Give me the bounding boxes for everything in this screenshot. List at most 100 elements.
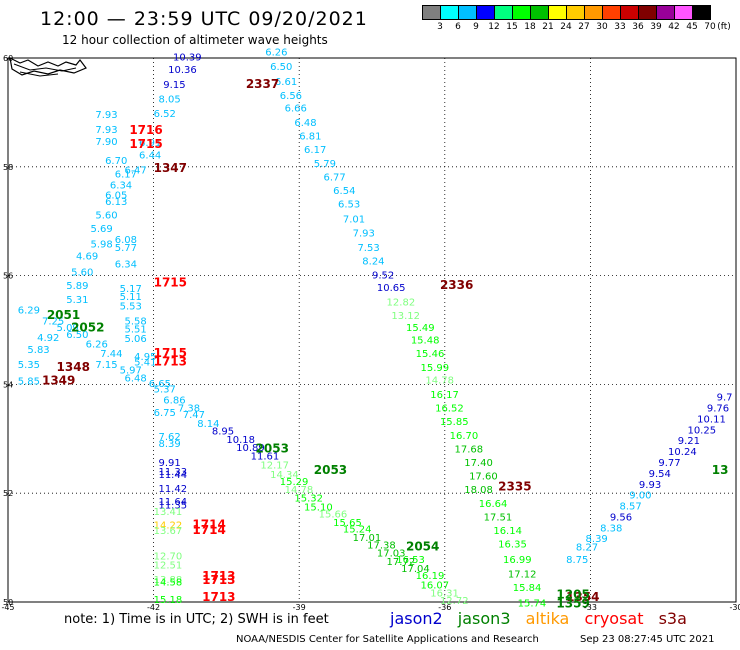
time-label: 1354	[566, 590, 599, 604]
wave-height-value: 7.15	[95, 360, 117, 371]
wave-height-value: 10.39	[173, 53, 202, 64]
wave-height-value: 11.33	[158, 467, 187, 478]
wave-height-value: 16.07	[421, 580, 450, 591]
time-label: 1349	[42, 373, 75, 387]
x-tick-label: -42	[147, 603, 160, 612]
wave-height-value: 16.70	[450, 431, 479, 442]
color-swatch	[422, 5, 441, 20]
wave-height-value: 7.25	[42, 317, 64, 328]
wave-height-value: 6.26	[265, 47, 287, 58]
wave-height-value: 8.39	[158, 439, 180, 450]
wave-height-value: 14.78	[285, 485, 314, 496]
wave-height-value: 5.85	[18, 376, 40, 387]
wave-height-value: 5.58	[124, 317, 146, 328]
wave-height-value: 7.93	[95, 110, 117, 121]
wave-height-value: 17.03	[377, 548, 406, 559]
wave-height-value: 9.00	[629, 491, 651, 502]
wave-height-value: 17.40	[464, 458, 493, 469]
time-label: 2052	[71, 321, 104, 335]
time-label: 1347	[154, 161, 187, 175]
page-subtitle: 12 hour collection of altimeter wave hei…	[62, 33, 328, 47]
wave-height-value: 14.58	[154, 578, 183, 589]
satellite-legend: jason2 jason3 altika cryosat s3a	[390, 609, 697, 628]
wave-height-value: 9.21	[678, 436, 700, 447]
wave-height-value: 11.61	[251, 451, 280, 462]
wave-height-value: 12.82	[387, 298, 416, 309]
color-swatch-label: 45	[686, 22, 698, 32]
wave-height-value: 6.77	[323, 172, 345, 183]
wave-height-value: 12.51	[154, 560, 183, 571]
wave-height-value: 8.75	[566, 555, 588, 566]
wave-height-value: 15.18	[154, 595, 183, 606]
wave-height-value: 7.93	[95, 125, 117, 136]
color-swatch-label: 21	[542, 22, 554, 32]
color-swatch-label: 18	[524, 22, 536, 32]
wave-height-value: 5.09	[57, 323, 79, 334]
wave-height-value: 9.93	[639, 480, 661, 491]
wave-height-value: 16.19	[416, 571, 445, 582]
wave-height-value: 13.41	[154, 507, 183, 518]
y-tick-label: 58	[3, 163, 13, 172]
wave-height-value: 14.78	[425, 375, 454, 386]
wave-height-value: 12.72	[440, 596, 469, 607]
wave-height-value: 17.12	[508, 570, 537, 581]
time-label: 1715	[129, 137, 162, 151]
wave-height-value: 6.66	[285, 103, 307, 114]
color-swatch-label: 24	[560, 22, 572, 32]
time-label: 13	[712, 463, 729, 477]
wave-height-value: 6.17	[304, 145, 326, 156]
color-swatch	[440, 5, 459, 20]
wave-height-value: 6.08	[115, 235, 137, 246]
wave-height-value: 15.85	[440, 417, 469, 428]
y-tick-label: 50	[3, 598, 13, 607]
wave-height-value: 11.64	[158, 497, 187, 508]
wave-height-value: 18.08	[464, 485, 493, 496]
time-labels: 2337171617151347171520512052171517131348…	[42, 77, 728, 611]
time-label: 1713	[202, 569, 235, 583]
wave-height-value: 16.31	[430, 589, 459, 600]
color-swatch	[602, 5, 621, 20]
color-swatch	[584, 5, 603, 20]
legend-jason2: jason2	[390, 609, 443, 628]
color-swatch-label: 6	[455, 22, 461, 32]
wave-height-value: 6.26	[86, 339, 108, 350]
wave-height-value: 5.31	[66, 295, 88, 306]
legend-altika: altika	[525, 609, 570, 628]
color-swatch-label: 70	[704, 22, 716, 32]
wave-height-value: 6.17	[115, 170, 137, 181]
wave-height-value: 17.51	[484, 512, 513, 523]
axis-labels: -45 -42 -39 -36 -33 -30 60 58 56 54 52 50	[1, 54, 740, 612]
wave-height-value: 10.65	[377, 283, 406, 294]
wave-height-value: 17.01	[353, 533, 382, 544]
wave-height-value: 6.47	[124, 165, 146, 176]
wave-height-value: 15.10	[304, 503, 333, 514]
wave-height-value: 5.51	[124, 325, 146, 336]
y-tick-label: 60	[3, 54, 13, 63]
wave-height-value: 9.77	[658, 458, 680, 469]
wave-height-value: 8.95	[212, 426, 234, 437]
time-label: 2053	[314, 463, 347, 477]
wave-height-value: 7.93	[353, 228, 375, 239]
wave-height-value: 6.56	[280, 91, 302, 102]
color-swatch-label: 27	[578, 22, 590, 32]
wave-height-value: 16.52	[435, 404, 464, 415]
wave-height-value: 6.48	[124, 374, 146, 385]
color-swatch	[530, 5, 549, 20]
wave-height-value: 7.47	[183, 410, 205, 421]
wave-height-value: 8.39	[586, 534, 608, 545]
wave-height-value: 10.89	[236, 443, 265, 454]
credit-line: NOAA/NESDIS Center for Satellite Applica…	[236, 634, 539, 645]
x-tick-label: -39	[293, 603, 306, 612]
wave-height-value: 15.84	[513, 583, 542, 594]
wave-height-value: 10.36	[168, 65, 197, 76]
wave-height-value: 6.65	[149, 379, 171, 390]
wave-height-value: 5.79	[314, 159, 336, 170]
wave-height-value: 7.53	[357, 243, 379, 254]
wave-height-value: 6.50	[270, 62, 292, 73]
wave-height-value: 5.06	[124, 334, 146, 345]
wave-height-value: 15.49	[406, 323, 435, 334]
color-swatch	[548, 5, 567, 20]
wave-height-value: 5.89	[66, 281, 88, 292]
wave-height-value: 14.22	[154, 521, 183, 532]
wave-height-value: 13.67	[154, 526, 183, 537]
